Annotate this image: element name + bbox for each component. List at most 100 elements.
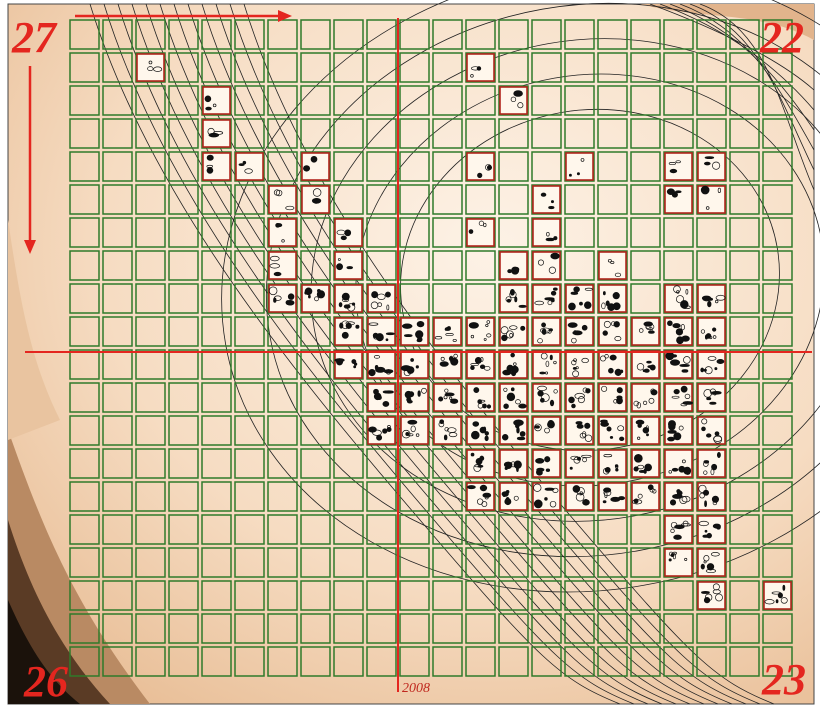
find <box>610 496 621 502</box>
grid-cell <box>663 547 694 578</box>
find <box>504 498 512 506</box>
contour <box>89 3 621 705</box>
find <box>285 205 295 211</box>
find <box>615 468 619 472</box>
grid-cell <box>102 283 133 314</box>
corner-label: 27 <box>11 13 58 62</box>
find <box>703 161 711 166</box>
find <box>416 338 422 343</box>
find <box>681 495 691 503</box>
find <box>443 395 448 400</box>
find <box>609 435 614 439</box>
find <box>553 360 557 365</box>
find <box>717 187 721 193</box>
grid-cell <box>102 547 133 578</box>
find <box>340 235 347 241</box>
grid-cell <box>432 19 463 50</box>
find <box>636 363 645 371</box>
find <box>533 499 543 509</box>
find <box>707 356 717 361</box>
grid-cell <box>663 19 694 50</box>
grid-cell <box>102 382 133 413</box>
grid-cell <box>762 250 793 281</box>
grid-cell <box>234 448 265 479</box>
grid-cell <box>729 613 760 644</box>
find <box>468 229 474 234</box>
grid-cell <box>234 52 265 83</box>
find <box>471 430 480 440</box>
find <box>613 399 618 404</box>
grid-cell <box>531 184 562 215</box>
grid-cell <box>333 382 364 413</box>
find <box>406 399 413 404</box>
grid-cell <box>135 514 166 545</box>
find <box>604 491 608 499</box>
grid-cell <box>366 184 397 215</box>
grid-cell <box>267 52 298 83</box>
grid-cell <box>465 283 496 314</box>
find <box>603 320 611 328</box>
find <box>780 597 788 604</box>
find <box>600 355 606 362</box>
excavated-unit <box>697 515 726 544</box>
find <box>479 484 488 492</box>
find <box>383 369 394 374</box>
find <box>548 266 556 274</box>
excavated-unit <box>301 284 330 313</box>
find <box>711 390 722 395</box>
find <box>638 470 647 473</box>
grid-cell <box>531 481 562 512</box>
excavated-unit <box>202 152 231 181</box>
grid-cell <box>69 415 100 446</box>
grid-cell <box>135 613 166 644</box>
grid-cell <box>201 217 232 248</box>
find <box>601 385 608 392</box>
find <box>582 431 587 438</box>
grid-cell <box>630 613 661 644</box>
grid-cell <box>135 250 166 281</box>
grid-cell <box>729 448 760 479</box>
find <box>506 298 512 303</box>
grid-cell <box>762 151 793 182</box>
grid-cell <box>399 19 430 50</box>
find <box>648 330 655 334</box>
find <box>505 330 514 339</box>
grid-cell <box>201 283 232 314</box>
find <box>445 333 454 337</box>
find <box>355 324 360 329</box>
grid-cell <box>531 349 562 380</box>
grid-cell <box>102 613 133 644</box>
find <box>268 286 278 296</box>
grid-cell <box>234 481 265 512</box>
find <box>536 469 543 476</box>
grid-cell <box>168 19 199 50</box>
find <box>386 304 390 311</box>
excavated-unit <box>433 383 462 412</box>
grid-cell <box>300 316 331 347</box>
grid-cell <box>663 250 694 281</box>
grid-cell <box>267 580 298 611</box>
find <box>377 293 386 301</box>
grid-cell <box>168 250 199 281</box>
grid-cell <box>498 349 529 380</box>
find <box>147 66 154 72</box>
find <box>683 466 692 475</box>
find <box>540 397 545 403</box>
find <box>701 295 712 301</box>
find <box>704 593 713 602</box>
find <box>700 367 705 373</box>
find <box>534 300 545 306</box>
grid-cell <box>201 316 232 347</box>
grid-cell <box>399 481 430 512</box>
grid-cell <box>564 85 595 116</box>
find <box>602 500 607 504</box>
find <box>509 325 518 330</box>
find <box>545 237 555 242</box>
grid-cell <box>564 250 595 281</box>
find <box>716 359 725 364</box>
grid-cell <box>333 514 364 545</box>
find <box>537 385 548 391</box>
grid-cell <box>432 349 463 380</box>
grid-cell <box>762 613 793 644</box>
find <box>550 290 557 296</box>
